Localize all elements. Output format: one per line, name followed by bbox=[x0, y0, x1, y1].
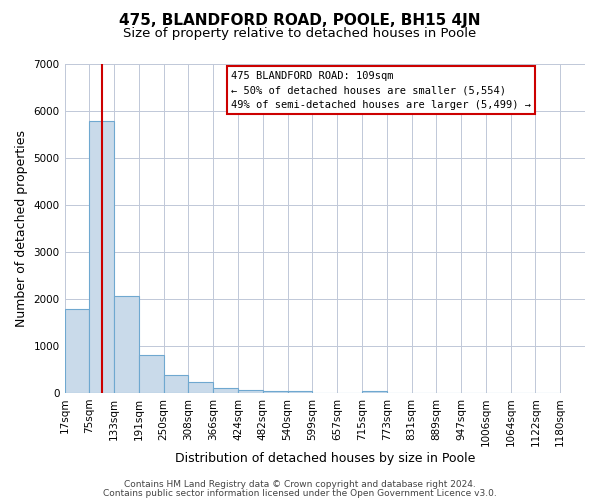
Text: Size of property relative to detached houses in Poole: Size of property relative to detached ho… bbox=[124, 28, 476, 40]
X-axis label: Distribution of detached houses by size in Poole: Distribution of detached houses by size … bbox=[175, 452, 475, 465]
Bar bbox=[362, 392, 387, 393]
Text: 475 BLANDFORD ROAD: 109sqm
← 50% of detached houses are smaller (5,554)
49% of s: 475 BLANDFORD ROAD: 109sqm ← 50% of deta… bbox=[231, 70, 531, 110]
Bar bbox=[164, 376, 188, 393]
Bar bbox=[89, 122, 114, 393]
Bar bbox=[114, 296, 139, 393]
Text: Contains public sector information licensed under the Open Government Licence v3: Contains public sector information licen… bbox=[103, 488, 497, 498]
Text: 475, BLANDFORD ROAD, POOLE, BH15 4JN: 475, BLANDFORD ROAD, POOLE, BH15 4JN bbox=[119, 12, 481, 28]
Bar bbox=[65, 309, 89, 393]
Text: Contains HM Land Registry data © Crown copyright and database right 2024.: Contains HM Land Registry data © Crown c… bbox=[124, 480, 476, 489]
Bar bbox=[188, 382, 213, 393]
Y-axis label: Number of detached properties: Number of detached properties bbox=[15, 130, 28, 327]
Bar bbox=[213, 388, 238, 393]
Bar bbox=[287, 392, 313, 393]
Bar bbox=[263, 392, 287, 393]
Bar bbox=[238, 390, 263, 393]
Bar bbox=[139, 356, 164, 393]
